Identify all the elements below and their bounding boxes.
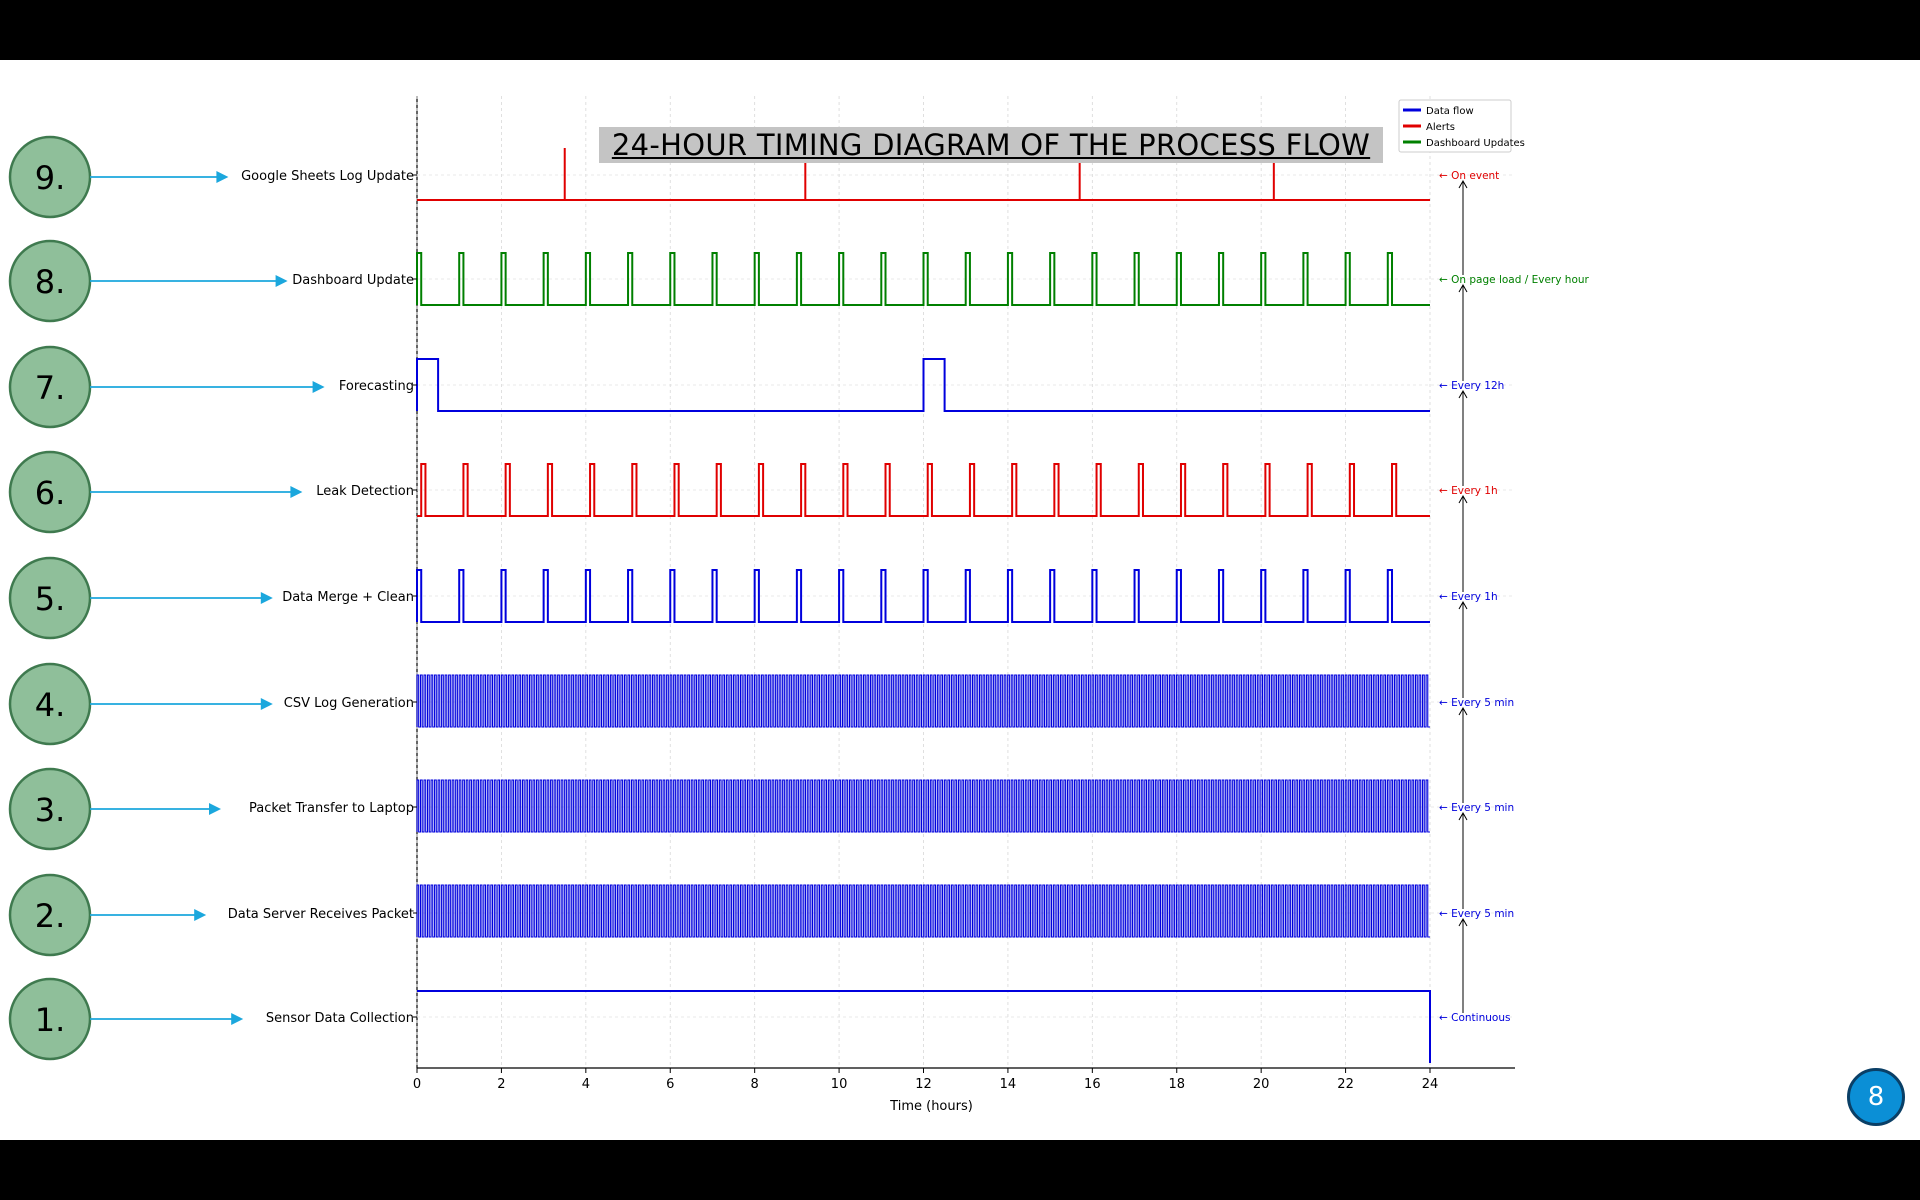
series-annotation: ← On page load / Every hour (1439, 274, 1590, 286)
legend-box (1398, 99, 1512, 153)
step-arrow-head (275, 275, 288, 287)
series-label: Data Merge + Clean (282, 590, 414, 605)
step-arrow-head (260, 698, 273, 710)
series-annotation: ← On event (1439, 170, 1499, 182)
series-label: Forecasting (339, 379, 414, 394)
series-annotation: ← Every 5 min (1439, 908, 1514, 920)
series-annotation: ← Every 5 min (1439, 697, 1514, 709)
slide: 0 2 4 6 8 10 12 14 16 18 20 22 24 Time (hours) Sensor … (0, 60, 1920, 1140)
series-label: Sensor Data Collection (266, 1011, 414, 1026)
step-number: 8. (35, 263, 66, 301)
series-label: Google Sheets Log Update (241, 169, 414, 184)
x-tick-label: 18 (1168, 1077, 1185, 1092)
x-tick-label: 16 (1084, 1077, 1101, 1092)
flow-arrow-head (1458, 179, 1468, 189)
step-number: 1. (35, 1001, 66, 1039)
step-number: 3. (35, 791, 66, 829)
legend-label: Data flow (1426, 106, 1474, 117)
series-line (417, 463, 1430, 517)
step-number: 9. (35, 159, 66, 197)
step-arrow-head (312, 381, 325, 393)
x-axis-label: Time (hours) (889, 1099, 973, 1114)
series-label: Data Server Receives Packet (228, 907, 414, 922)
step-arrow-head (209, 803, 221, 815)
series-annotation: ← Every 1h (1439, 591, 1498, 603)
x-tick-label: 10 (831, 1077, 848, 1092)
series-label: Dashboard Update (292, 273, 414, 288)
legend-label: Alerts (1426, 122, 1455, 133)
slide-number-badge: 8 (1847, 1068, 1905, 1126)
series-line (416, 674, 1430, 728)
flow-arrow-head (1458, 706, 1468, 716)
x-tick-label: 4 (582, 1077, 590, 1092)
x-tick-label: 0 (413, 1077, 421, 1092)
series-annotation: ← Continuous (1439, 1012, 1510, 1024)
series-annotation: ← Every 12h (1439, 380, 1504, 392)
x-tick-label: 24 (1422, 1077, 1439, 1092)
x-tick-label: 6 (666, 1077, 674, 1092)
step-number: 4. (35, 686, 66, 724)
series-label: Leak Detection (316, 484, 414, 499)
x-tick-label: 12 (915, 1077, 932, 1092)
series-label: CSV Log Generation (284, 696, 414, 711)
x-tick-label: 14 (1000, 1077, 1017, 1092)
series-line (416, 569, 1430, 623)
x-tick-label: 8 (751, 1077, 759, 1092)
series-line (416, 884, 1430, 938)
step-number: 2. (35, 897, 66, 935)
flow-arrow-head (1458, 494, 1468, 504)
flow-arrow-head (1458, 389, 1468, 399)
legend-label: Dashboard Updates (1426, 138, 1525, 149)
flow-arrow-head (1458, 283, 1468, 293)
series-annotation: ← Every 1h (1439, 485, 1498, 497)
flow-arrow-head (1458, 917, 1468, 927)
flow-arrow-head (1458, 600, 1468, 610)
series-line (416, 779, 1430, 833)
step-arrow-head (260, 592, 273, 604)
series-line (416, 252, 1430, 306)
step-arrow-head (194, 909, 207, 921)
x-tick-label: 20 (1253, 1077, 1270, 1092)
step-number: 5. (35, 580, 66, 618)
series-annotation: ← Every 5 min (1439, 802, 1514, 814)
step-arrow-head (216, 171, 229, 183)
series-label: Packet Transfer to Laptop (249, 801, 414, 816)
step-arrow-head (290, 486, 303, 498)
step-number: 6. (35, 474, 66, 512)
x-tick-label: 2 (497, 1077, 505, 1092)
series-line (416, 358, 1430, 412)
x-tick-label: 22 (1337, 1077, 1354, 1092)
step-arrow-head (231, 1013, 244, 1025)
page-title: 24-HOUR TIMING DIAGRAM OF THE PROCESS FL… (599, 127, 1383, 163)
step-number: 7. (35, 369, 66, 407)
flow-arrow-head (1458, 811, 1468, 821)
series-line (417, 990, 1431, 1063)
